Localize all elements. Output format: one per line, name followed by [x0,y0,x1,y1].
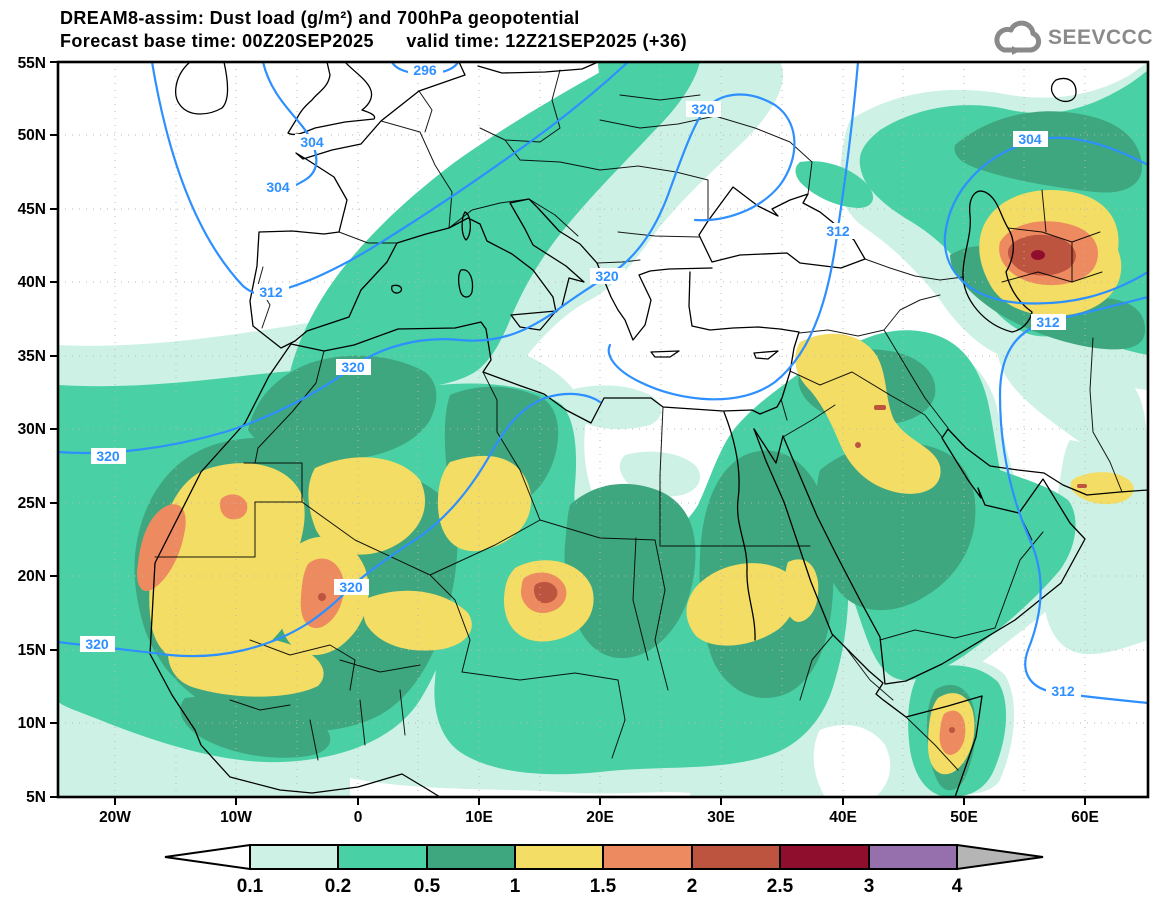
lat-axis: 55N 50N 45N 40N 35N 30N 25N 20N 15N 10N … [18,55,46,806]
dust-clear-areas [350,725,891,797]
lon-label: 10E [465,809,493,826]
colorbar-cell [691,844,781,870]
contour-label: 304 [1018,131,1042,147]
colorbar: 0.1 0.2 0.5 1 1.5 2 2.5 3 4 [164,843,1044,897]
map-title: DREAM8-assim: Dust load (g/m²) and 700hP… [60,8,580,28]
contour-labels: 296 304 304 312 320 320 320 320 320 320 … [80,62,1081,699]
colorbar-labels: 0.1 0.2 0.5 1 1.5 2 2.5 3 4 [237,876,963,897]
contour-label: 320 [341,359,365,375]
lat-label: 15N [18,642,46,659]
colorbar-tick-label: 3 [864,876,875,897]
colorbar-under-arrow [164,843,251,871]
contour-label: 320 [85,636,109,652]
colorbar-cell [602,844,693,870]
colorbar-tick-label: 1.5 [590,876,617,897]
contour-label: 312 [259,284,283,300]
lat-label: 30N [18,421,46,438]
colorbar-cell [868,844,958,870]
lat-label: 40N [18,274,46,291]
colorbar-tick-label: 2.5 [767,876,794,897]
colorbar-over-arrow [956,843,1044,871]
lat-label: 25N [18,495,46,512]
contour-label: 320 [691,101,715,117]
logo-text: SEEVCCC [1047,26,1153,49]
colorbar-cell [249,844,339,870]
contour-label: 304 [300,134,324,150]
contour-label: 320 [595,268,619,284]
colorbar-tick-label: 1 [510,876,521,897]
lon-label: 50E [950,809,978,826]
lon-label: 10W [220,809,252,826]
colorbar-cell [514,844,604,870]
lat-label: 45N [18,201,46,218]
colorbar-tick-label: 0.1 [237,876,264,897]
colorbar-tick-label: 4 [952,876,963,897]
lon-axis: 20W 10W 0 10E 20E 30E 40E 50E 60E [99,809,1099,826]
lon-label: 30E [707,809,735,826]
lat-label: 10N [18,715,46,732]
contour-label: 312 [826,223,850,239]
contour-label: 312 [1051,683,1075,699]
country-borders [154,69,1123,771]
dust-layer-2p5 [1031,250,1045,260]
colorbar-tick-label: 2 [687,876,698,897]
lon-label: 20E [586,809,614,826]
colorbar-cell [337,844,428,870]
contour-label: 304 [266,179,290,195]
lat-label: 55N [18,55,46,72]
contour-label: 320 [96,448,120,464]
lon-label: 0 [354,809,363,826]
contour-label: 296 [413,62,437,78]
map-frame: 55N 50N 45N 40N 35N 30N 25N 20N 15N 10N … [18,55,1150,826]
cloud-icon [994,20,1042,55]
contour-label: 312 [1036,314,1060,330]
lon-label: 60E [1071,809,1099,826]
map-subtitle: Forecast base time: 00Z20SEP2025 valid t… [60,31,688,51]
colorbar-cell [426,844,516,870]
lat-label: 5N [26,789,46,806]
lat-label: 50N [18,127,46,144]
colorbar-tick-label: 0.2 [325,876,351,897]
contour-label: 320 [339,579,363,595]
lat-label: 35N [18,348,46,365]
lat-label: 20N [18,568,46,585]
seevccc-logo: SEEVCCC [992,20,1153,56]
colorbar-cell [779,844,870,870]
colorbar-tick-label: 0.5 [414,876,441,897]
lon-label: 20W [99,809,131,826]
lon-label: 40E [829,809,857,826]
